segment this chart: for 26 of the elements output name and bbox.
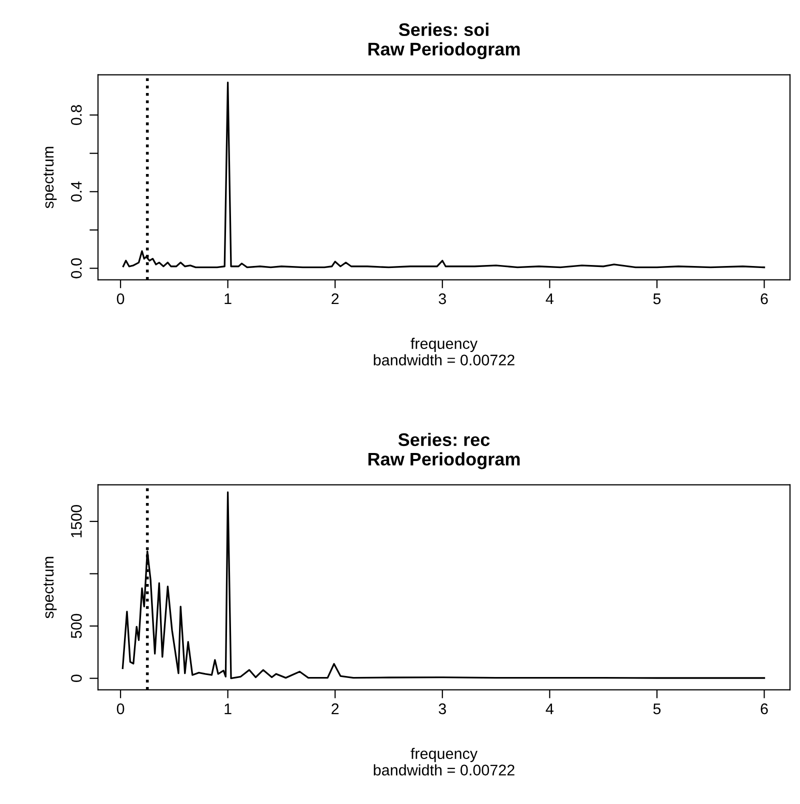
x-axis-title: frequency bandwidth = 0.00722 (374, 338, 514, 366)
y-axis-title: spectrum (44, 556, 57, 618)
x-tick-label: 4 (546, 704, 554, 714)
chart-title: Series: soi Raw Periodogram (368, 22, 520, 60)
x-tick-label: 2 (332, 703, 339, 714)
y-tick-label: 500 (70, 614, 82, 638)
chart-title: Series: rec Raw Periodogram (368, 432, 520, 470)
x-tick-label: 2 (332, 293, 339, 304)
x-tick-label: 3 (438, 293, 446, 304)
x-tick-label: 5 (653, 704, 661, 714)
x-tick-label: 0 (116, 293, 124, 304)
x-tick-label: 1 (224, 704, 232, 714)
y-tick-label: 0 (70, 674, 82, 682)
y-tick-label: 0.0 (70, 258, 82, 278)
x-tick-label: 3 (438, 703, 446, 714)
x-tick-label: 6 (760, 703, 768, 714)
x-tick-label: 0 (116, 703, 124, 714)
x-axis-title: frequency bandwidth = 0.00722 (374, 748, 514, 776)
x-tick-label: 1 (224, 294, 232, 304)
y-tick-label: 0.4 (70, 181, 82, 202)
x-tick-label: 6 (760, 293, 768, 304)
y-tick-label: 0.8 (70, 105, 82, 126)
y-tick-label: 1500 (70, 505, 82, 538)
x-tick-label: 4 (546, 294, 554, 304)
x-tick-label: 5 (653, 294, 661, 304)
y-axis-title: spectrum (44, 146, 57, 208)
